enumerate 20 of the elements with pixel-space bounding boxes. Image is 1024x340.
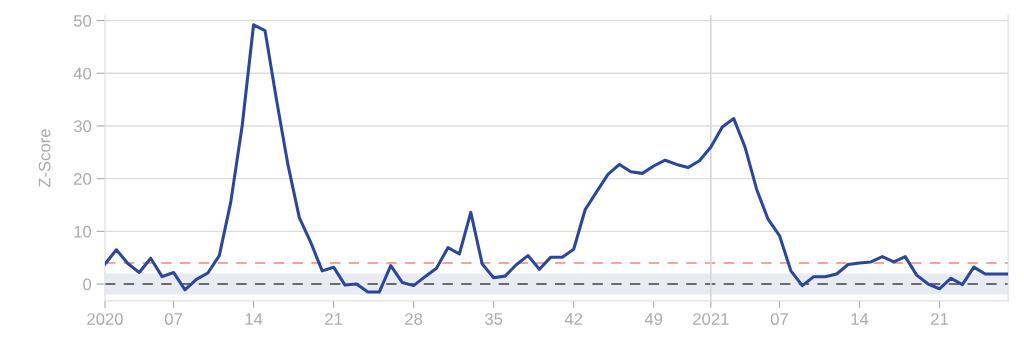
x-tick-label: 42 — [564, 313, 583, 325]
x-tick-label: 21 — [325, 313, 343, 325]
y-tick-label: 30 — [73, 120, 92, 133]
y-tick-label: 10 — [74, 225, 92, 238]
x-tick-label: 2020 — [87, 313, 123, 325]
y-tick-label: 40 — [73, 67, 92, 80]
y-axis-title: Z-Score — [38, 129, 51, 188]
line-series — [104, 23, 1009, 294]
x-tick-label: 07 — [164, 313, 182, 325]
y-tick-label: 20 — [74, 173, 92, 185]
x-tick-label: 35 — [485, 313, 503, 325]
x-tick-label: 49 — [644, 313, 663, 325]
x-tick-label: 14 — [245, 313, 263, 325]
x-tick-label: 28 — [405, 313, 423, 325]
y-tick-label: 50 — [73, 14, 92, 27]
x-tick-label: 2021 — [693, 313, 729, 325]
y-tick-label: 0 — [83, 278, 92, 291]
x-tick-label: 14 — [851, 313, 869, 325]
x-tick-label: 07 — [770, 313, 788, 325]
x-tick-label: 21 — [931, 313, 948, 325]
